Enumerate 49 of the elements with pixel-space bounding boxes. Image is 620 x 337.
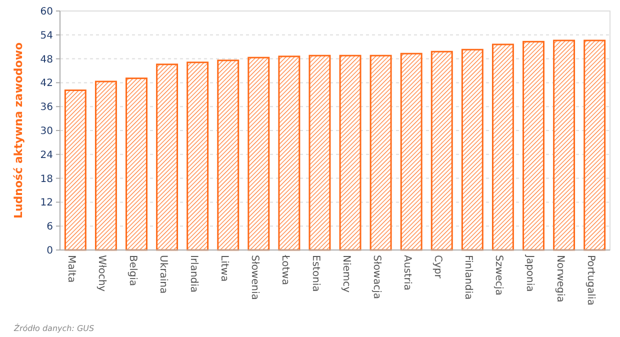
x-tick-label: Włochy: [96, 255, 108, 292]
x-tick-label: Japonia: [524, 254, 535, 292]
bar: [94, 80, 117, 251]
y-tick-label: 36: [40, 102, 53, 114]
bar: [461, 48, 484, 251]
y-tick-label: 30: [40, 126, 53, 137]
bar: [217, 60, 240, 251]
bar: [248, 56, 270, 251]
bar: [430, 50, 453, 251]
x-tick-label: Niemcy: [340, 255, 352, 293]
bar: [584, 40, 606, 251]
x-tick-label: Słowenia: [248, 255, 260, 300]
y-tick-label: 6: [46, 222, 53, 233]
x-tick-label: Słowacja: [371, 255, 382, 300]
x-tick-label: Cypr: [432, 255, 444, 280]
y-axis-title: Ludność aktywna zawodowo: [12, 42, 25, 219]
bar: [553, 40, 576, 251]
x-tick-label: Austria: [402, 255, 413, 290]
x-tick-label: Malta: [66, 255, 77, 283]
x-tick-label: Estonia: [310, 255, 321, 292]
x-tick-label: Ukraina: [157, 255, 168, 294]
y-tick-label: 0: [46, 246, 53, 256]
bar: [308, 54, 331, 251]
y-tick-label: 48: [40, 54, 53, 66]
x-tick-label: Irlandia: [188, 255, 199, 293]
bar: [370, 54, 392, 251]
bar: [126, 78, 148, 251]
bar: [64, 90, 86, 251]
y-tick-label: 24: [40, 150, 53, 161]
bar: [492, 44, 514, 251]
bar: [400, 52, 422, 251]
text: Źródło danych: GUS: [13, 323, 94, 333]
y-tick-label: 54: [40, 30, 53, 42]
x-tick-label: Finlandia: [462, 255, 474, 300]
bar: [278, 56, 300, 251]
x-tick-label: Litwa: [218, 255, 230, 282]
y-tick-label: 12: [40, 198, 53, 209]
x-tick-label: Łotwa: [279, 254, 290, 285]
x-tick-label: Szwecja: [493, 255, 504, 296]
bar: [339, 54, 362, 251]
x-tick-label: Portugalia: [584, 255, 596, 306]
y-tick-label: 60: [40, 6, 53, 18]
y-tick-label: 18: [40, 174, 53, 185]
x-tick-label: Norwegia: [554, 255, 566, 302]
bar: [522, 40, 544, 251]
bar: [156, 64, 178, 251]
y-tick-label: 42: [40, 78, 53, 90]
bar: [186, 62, 209, 251]
x-tick-label: Belgia: [126, 255, 138, 286]
